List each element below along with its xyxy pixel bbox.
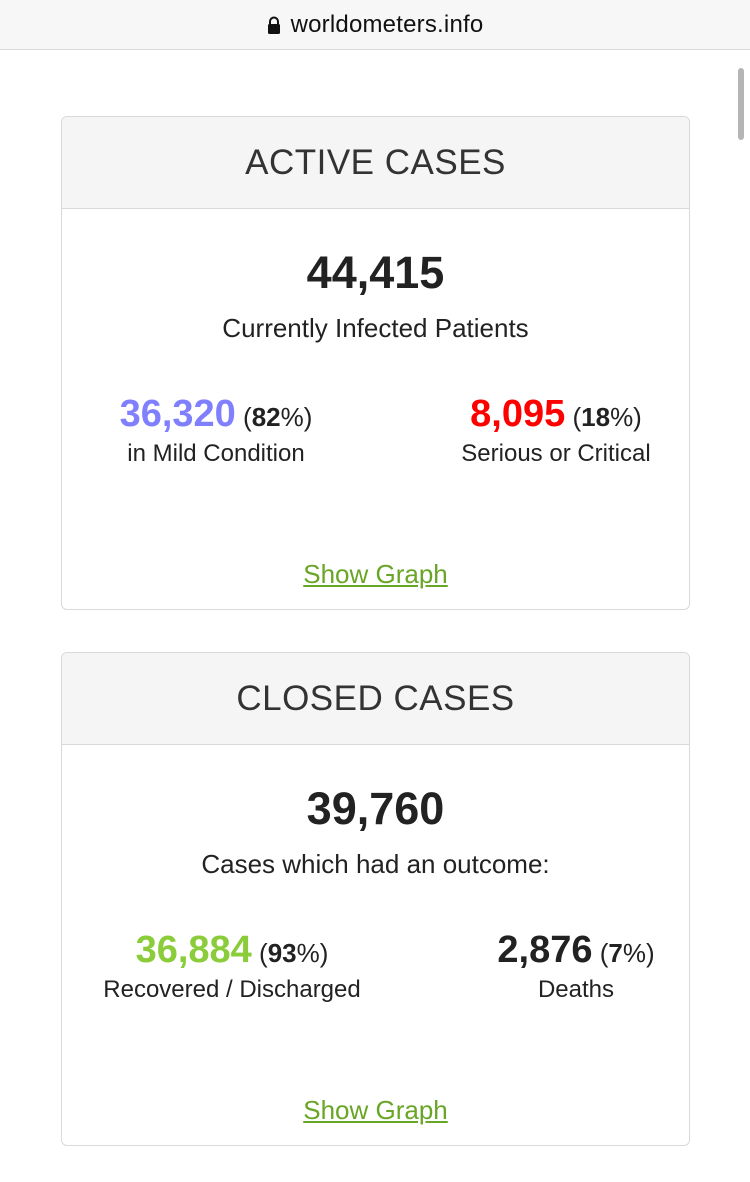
recovered-label: Recovered / Discharged [103, 976, 361, 1003]
mild-condition-stat: 36,320 (82%) in Mild Condition [82, 393, 350, 468]
lock-icon [267, 16, 281, 34]
deaths-stat: 2,876 (7%) Deaths [482, 929, 670, 1004]
closed-cases-total: 39,760 [306, 783, 445, 834]
closed-cases-panel: CLOSED CASES 39,760 Cases which had an o… [61, 652, 690, 1146]
recovered-stat: 36,884 (93%) Recovered / Discharged [82, 929, 382, 1004]
address-bar[interactable]: worldometers.info [0, 0, 750, 50]
recovered-line: 36,884 (93%) [82, 929, 382, 972]
deaths-label: Deaths [537, 976, 615, 1003]
active-cases-total: 44,415 [306, 247, 445, 298]
deaths-number: 2,876 [497, 929, 593, 971]
active-cases-total-label: Currently Infected Patients [222, 313, 529, 343]
deaths-percent-wrap: (7%) [599, 938, 655, 968]
mild-condition-line: 36,320 (82%) [82, 393, 350, 436]
serious-critical-number: 8,095 [470, 393, 566, 435]
mild-condition-label: in Mild Condition [127, 440, 305, 467]
scrollbar[interactable] [738, 68, 744, 140]
closed-cases-header: CLOSED CASES [62, 653, 689, 745]
deaths-line: 2,876 (7%) [482, 929, 670, 972]
deaths-percent: 7 [608, 938, 623, 968]
mild-condition-percent: 82 [251, 402, 281, 432]
active-cases-panel: ACTIVE CASES 44,415 Currently Infected P… [61, 116, 690, 610]
closed-cases-total-label: Cases which had an outcome: [201, 849, 550, 879]
serious-critical-percent-wrap: (18%) [572, 402, 642, 432]
serious-critical-percent: 18 [581, 402, 611, 432]
serious-critical-label: Serious or Critical [461, 440, 651, 467]
active-cases-title: ACTIVE CASES [245, 142, 506, 182]
recovered-percent-wrap: (93%) [259, 938, 329, 968]
closed-show-graph-link[interactable]: Show Graph [303, 1095, 448, 1125]
mild-condition-percent-wrap: (82%) [243, 402, 313, 432]
active-show-graph-link[interactable]: Show Graph [303, 559, 448, 589]
recovered-number: 36,884 [135, 929, 252, 971]
url-text[interactable]: worldometers.info [290, 10, 484, 38]
recovered-percent: 93 [267, 938, 297, 968]
mild-condition-number: 36,320 [119, 393, 236, 435]
serious-critical-line: 8,095 (18%) [442, 393, 670, 436]
serious-critical-stat: 8,095 (18%) Serious or Critical [442, 393, 670, 468]
closed-cases-title: CLOSED CASES [236, 678, 515, 718]
address-inner: worldometers.info [267, 11, 484, 39]
active-cases-header: ACTIVE CASES [62, 117, 689, 209]
